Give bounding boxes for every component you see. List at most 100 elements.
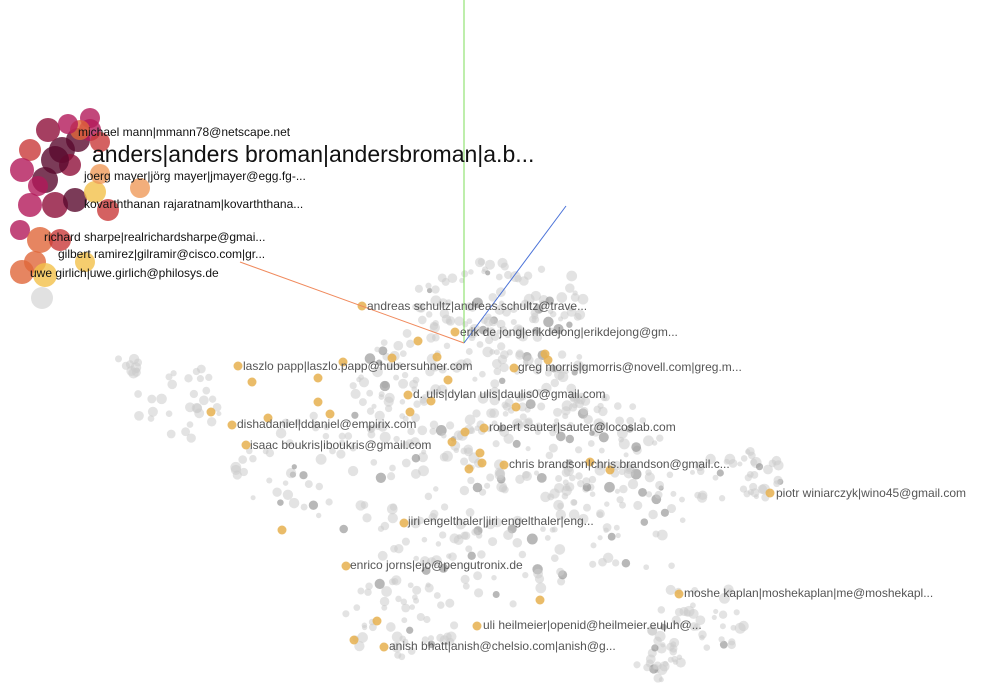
point-label-kovarththanan[interactable]: kovarththanan rajaratnam|kovarththana...: [84, 198, 303, 210]
point-label-jiri[interactable]: jiri engelthaler|jiri engelthaler|eng...: [408, 515, 594, 527]
grey-point: [390, 545, 398, 553]
orange-point: [461, 428, 470, 437]
orange-point: [473, 622, 482, 631]
grey-point: [633, 661, 640, 668]
grey-point: [727, 641, 735, 649]
point-label-moshe[interactable]: moshe kaplan|moshekaplan|me@moshekapl...: [684, 587, 933, 599]
point-label-andreas[interactable]: andreas schultz|andreas.schultz@trave...: [367, 300, 587, 312]
grey-point: [566, 435, 574, 443]
grey-point: [495, 470, 505, 480]
grey-point: [661, 509, 669, 517]
point-label-robert[interactable]: robert sauter|sauter@locoslab.com: [489, 421, 676, 433]
grey-point: [376, 473, 386, 483]
grey-point: [374, 347, 380, 353]
grey-point: [473, 571, 482, 580]
grey-point: [598, 535, 603, 540]
orange-point: [512, 403, 521, 412]
point-label-greg[interactable]: greg morris|gmorris@novell.com|greg.m...: [518, 361, 742, 373]
grey-point: [604, 482, 615, 493]
grey-point: [187, 421, 194, 428]
point-label-joerg[interactable]: joerg mayer|jörg mayer|jmayer@egg.fg-...: [84, 170, 306, 182]
point-label-piotr[interactable]: piotr winiarczyk|wino45@gmail.com: [776, 487, 966, 499]
grey-point: [748, 452, 756, 460]
grey-point: [370, 459, 377, 466]
grey-point: [740, 485, 747, 492]
grey-point: [658, 606, 665, 613]
point-label-isaac[interactable]: isaac boukris|iboukris@gmail.com: [250, 439, 431, 451]
grey-point: [526, 446, 531, 451]
point-label-uli[interactable]: uli heilmeier|openid@heilmeier.eu|uh@...: [483, 619, 702, 631]
grey-point: [400, 399, 406, 405]
grey-point: [299, 471, 307, 479]
grey-point: [603, 553, 613, 563]
point-label-dishadaniel[interactable]: dishadaniel|ddaniel@empirix.com: [237, 418, 416, 430]
grey-point: [148, 407, 158, 417]
grey-point: [289, 498, 299, 508]
grey-point: [772, 456, 782, 466]
point-label-dulis[interactable]: d. ulis|dylan ulis|daulis0@gmail.com: [413, 388, 606, 400]
grey-point: [545, 535, 551, 541]
grey-point: [401, 617, 407, 623]
point-label-gilbert[interactable]: gilbert ramirez|gilramir@cisco.com|gr...: [58, 248, 265, 260]
grey-point: [415, 285, 423, 293]
grey-point: [638, 488, 647, 497]
grey-point: [580, 407, 588, 415]
grey-point: [575, 472, 583, 480]
grey-point: [566, 271, 577, 282]
grey-point: [485, 270, 490, 275]
grey-point: [418, 465, 429, 476]
point-label-enrico[interactable]: enrico jorns|ejo@pengutronix.de: [350, 559, 523, 571]
grey-point: [589, 561, 596, 568]
grey-point: [643, 564, 649, 570]
grey-point: [434, 592, 441, 599]
grey-point: [513, 538, 523, 548]
grey-point: [503, 411, 509, 417]
grey-point: [412, 454, 420, 462]
grey-point: [537, 402, 545, 410]
grey-point: [549, 488, 559, 498]
point-label-anish[interactable]: anish bhatt|anish@chelsio.com|anish@g...: [389, 640, 616, 652]
orange-point: [448, 438, 457, 447]
grey-point: [446, 319, 452, 325]
grey-point: [655, 491, 663, 499]
orange-point: [766, 489, 775, 498]
orange-point: [675, 590, 684, 599]
orange-point: [380, 643, 389, 652]
orange-point: [314, 374, 323, 383]
grey-point: [538, 266, 545, 273]
grey-point: [737, 461, 742, 466]
grey-point: [479, 371, 486, 378]
cluster-point: [28, 176, 48, 196]
point-label-chris[interactable]: chris brandson|chris.brandson@gmail.c...: [509, 458, 730, 470]
orange-point: [234, 362, 243, 371]
point-label-anders[interactable]: anders|anders broman|andersbroman|a.b...: [92, 143, 534, 166]
grey-point: [643, 435, 654, 446]
grey-point: [353, 604, 360, 611]
grey-point: [666, 585, 676, 595]
grey-point: [167, 380, 177, 390]
grey-point: [529, 316, 537, 324]
grey-point: [653, 664, 659, 670]
grey-point: [477, 341, 484, 348]
grey-point: [425, 583, 434, 592]
grey-point: [599, 448, 605, 454]
orange-point: [404, 391, 413, 400]
point-label-michael[interactable]: michael mann|mmann78@netscape.net: [78, 126, 290, 138]
grey-point: [378, 526, 384, 532]
grey-point: [413, 598, 419, 604]
grey-point: [472, 377, 477, 382]
grey-point: [669, 648, 677, 656]
grey-point: [576, 354, 582, 360]
orange-point: [228, 421, 237, 430]
grey-point: [413, 377, 420, 384]
point-label-erik[interactable]: erik de jong|erikdejong|erikdejong@gm...: [460, 326, 678, 338]
point-label-laszlo[interactable]: laszlo papp|laszlo.papp@hubersuhner.com: [243, 360, 472, 372]
grey-point: [425, 283, 431, 289]
grey-point: [393, 375, 399, 381]
grey-point: [659, 661, 669, 671]
grey-point: [522, 572, 528, 578]
grey-point: [719, 611, 727, 619]
orange-point: [465, 465, 474, 474]
point-label-richard[interactable]: richard sharpe|realrichardsharpe@gmai...: [44, 231, 265, 243]
point-label-uwe[interactable]: uwe girlich|uwe.girlich@philosys.de: [30, 267, 219, 279]
